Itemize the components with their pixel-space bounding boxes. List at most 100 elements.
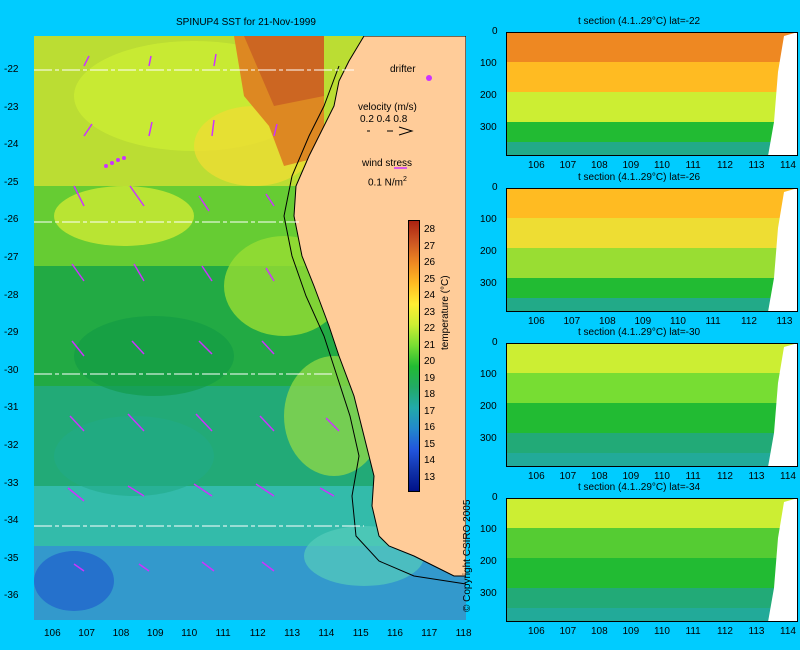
colorbar-tick-label: 19 [424, 372, 436, 384]
section-plot [506, 498, 798, 622]
lon-tick-label: 114 [780, 471, 796, 482]
velocity-values: 0.2 0.4 0.8 [360, 114, 408, 125]
temperature-band [506, 62, 798, 92]
lon-tick-label: 106 [528, 626, 545, 637]
depth-tick-label: 200 [480, 556, 497, 567]
wind-stress-value: 0.1 N/m2 [368, 176, 407, 188]
temperature-band [506, 142, 798, 156]
lat-tick-label: -28 [4, 289, 19, 301]
lon-tick-label: 107 [559, 626, 577, 637]
lon-tick-label: 112 [717, 160, 733, 171]
section-title: t section (4.1..29°C) lat=-26 [578, 172, 701, 183]
colorbar-label: temperature (°C) [440, 275, 451, 350]
lon-tick-label: 111 [215, 628, 231, 639]
depth-tick-label: 100 [480, 524, 497, 535]
lon-tick-label: 110 [670, 316, 686, 327]
lon-tick-label: 111 [685, 471, 701, 482]
lat-tick-label: -30 [4, 364, 19, 376]
lon-tick-label: 107 [563, 316, 581, 327]
temperature-band [506, 373, 798, 403]
lat-tick-label: -24 [4, 139, 19, 151]
velocity-label: velocity (m/s) [358, 102, 417, 113]
wind-stress-label: wind stress [362, 158, 413, 169]
lon-tick-label: 110 [654, 471, 670, 482]
depth-tick-label: 300 [480, 588, 497, 599]
temperature-band [506, 92, 798, 122]
colorbar-tick-label: 21 [424, 339, 436, 351]
lat-tick-label: -32 [4, 440, 19, 451]
lon-tick-label: 114 [780, 626, 796, 637]
lon-tick-label: 113 [776, 316, 793, 327]
lon-tick-label: 113 [748, 471, 765, 482]
lon-tick-label: 114 [780, 160, 796, 171]
colorbar-tick-label: 22 [424, 323, 436, 334]
temperature-band [506, 453, 798, 467]
temperature-band [506, 248, 798, 278]
lon-tick-label: 110 [654, 160, 670, 171]
land-mask [768, 343, 798, 467]
section-frame [506, 343, 798, 467]
temperature-band [506, 608, 798, 622]
depth-tick-label: 0 [492, 337, 498, 348]
depth-tick-label: 200 [480, 246, 497, 257]
colorbar-tick-label: 24 [424, 290, 436, 301]
lat-tick-label: -36 [4, 590, 19, 602]
lat-tick-label: -25 [4, 176, 19, 188]
depth-tick-label: 0 [492, 492, 498, 503]
lon-tick-label: 110 [654, 626, 670, 637]
colorbar-tick-label: 26 [424, 257, 436, 268]
lon-tick-label: 108 [599, 316, 616, 327]
lat-tick-label: -27 [4, 252, 19, 263]
lon-tick-label: 117 [421, 628, 438, 639]
temperature-band [506, 298, 798, 312]
lon-tick-label: 113 [748, 160, 765, 171]
depth-tick-label: 300 [480, 122, 497, 133]
temperature-band [506, 558, 798, 588]
depth-tick-label: 200 [480, 401, 497, 412]
lat-tick-label: -29 [4, 327, 19, 339]
temperature-band [506, 498, 798, 528]
section-frame [506, 498, 798, 622]
temperature-band [506, 343, 798, 373]
sst-map [34, 36, 466, 620]
lat-tick-label: -26 [4, 214, 19, 226]
land-mask [768, 32, 798, 156]
lon-tick-label: 109 [634, 316, 652, 327]
lat-tick-label: -35 [4, 552, 19, 564]
section-plot [506, 188, 798, 312]
lon-tick-label: 116 [387, 628, 403, 639]
lon-tick-label: 112 [717, 626, 733, 637]
drifter-label: drifter [390, 64, 416, 75]
lat-tick-label: -23 [4, 101, 19, 113]
land-mask [768, 188, 798, 312]
land-mask [768, 498, 798, 622]
depth-tick-label: 300 [480, 433, 497, 444]
lon-tick-label: 106 [528, 471, 545, 482]
lon-tick-label: 108 [112, 628, 130, 639]
temperature-band [506, 278, 798, 298]
colorbar-tick-label: 25 [424, 273, 436, 285]
lon-tick-label: 113 [748, 626, 765, 637]
lon-tick-label: 106 [44, 628, 61, 639]
wind-stress-exponent: 2 [403, 176, 407, 183]
lon-tick-label: 107 [78, 628, 95, 639]
lon-tick-label: 115 [352, 628, 369, 639]
lon-tick-label: 109 [622, 626, 640, 637]
lon-tick-label: 112 [741, 316, 757, 327]
lon-tick-label: 112 [717, 471, 733, 482]
lon-tick-label: 108 [591, 471, 608, 482]
section-plot [506, 32, 798, 156]
colorbar-tick-label: 27 [424, 240, 436, 252]
section-title: t section (4.1..29°C) lat=-34 [578, 482, 701, 493]
depth-tick-label: 100 [480, 214, 497, 225]
lon-tick-label: 107 [559, 471, 577, 482]
depth-tick-label: 300 [480, 278, 497, 289]
depth-tick-label: 200 [480, 90, 497, 101]
lon-tick-label: 111 [685, 626, 701, 637]
lon-tick-label: 106 [528, 160, 545, 171]
wind-stress-number: 0.1 N/m [368, 177, 404, 189]
lat-tick-label: -34 [4, 515, 19, 527]
lon-tick-label: 114 [318, 628, 335, 639]
temperature-band [506, 403, 798, 433]
lon-tick-label: 111 [705, 316, 721, 327]
